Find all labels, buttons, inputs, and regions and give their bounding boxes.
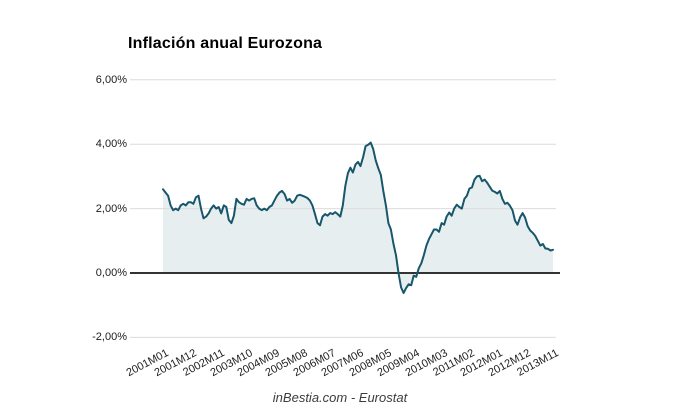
y-tick-label: -2,00% bbox=[92, 331, 127, 344]
y-tick-label: 6,00% bbox=[95, 73, 127, 86]
y-tick-label: 0,00% bbox=[95, 267, 127, 279]
series-line bbox=[162, 141, 554, 294]
chart-title: Inflación anual Eurozona bbox=[128, 35, 323, 52]
y-tick-label: 2,00% bbox=[95, 202, 127, 215]
y-tick-label: 4,00% bbox=[95, 138, 127, 151]
chart-source-caption: inBestia.com - Eurostat bbox=[272, 390, 408, 405]
series-area-fill bbox=[163, 142, 553, 293]
